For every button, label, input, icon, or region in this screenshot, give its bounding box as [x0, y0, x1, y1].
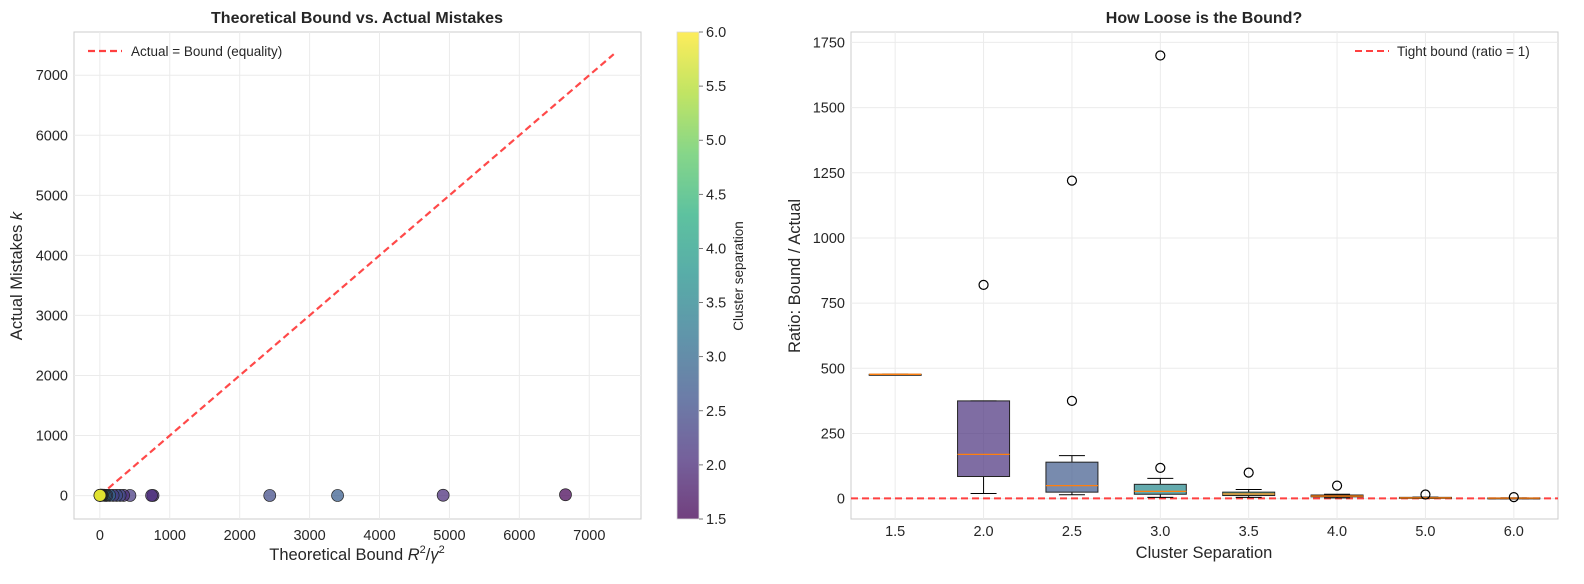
- box-body: [1133, 483, 1187, 495]
- box-outlier: [1066, 395, 1078, 406]
- scatter-x-tick-label: 5000: [433, 528, 465, 544]
- box-plot-area: [850, 31, 1559, 520]
- scatter-y-tick-label: 1000: [36, 429, 68, 445]
- box-outlier: [1066, 175, 1078, 186]
- box-y-tick-label: 750: [821, 296, 845, 312]
- scatter-tick-labels: 0 1000 2000 3000 4000 5000 6000 7000 0 1000 2000 30…: [36, 68, 606, 544]
- scatter-point: [93, 489, 107, 502]
- box-x-tick-label: 5.0: [1415, 524, 1435, 540]
- box-2-0: [957, 279, 1011, 494]
- scatter-x-tick-label: 4000: [363, 528, 395, 544]
- scatter-y-tick-label: 5000: [36, 188, 68, 204]
- box-x-tick-label: 2.0: [973, 524, 993, 540]
- box-legend-label: Tight bound (ratio = 1): [1397, 44, 1530, 59]
- box-y-axis-label: Ratio: Bound / Actual: [786, 199, 804, 353]
- scatter-point: [559, 488, 572, 502]
- colorbar-tick-label: 6.0: [706, 25, 726, 41]
- box-y-tick-label: 0: [837, 492, 845, 508]
- colorbar-tick-label: 4.5: [706, 187, 726, 203]
- box-legend: Tight bound (ratio = 1): [1355, 44, 1530, 59]
- scatter-x-tick-label: 2000: [224, 528, 256, 544]
- colorbar-tick-label: 3.5: [706, 296, 726, 312]
- box-outlier: [1331, 480, 1343, 491]
- box-3-0: [1133, 50, 1187, 498]
- scatter-legend: Actual = Bound (equality): [88, 44, 282, 59]
- box-3-5: [1222, 467, 1276, 498]
- box-outlier: [1155, 462, 1166, 474]
- colorbar-tick-label: 5.0: [706, 133, 726, 149]
- box-y-tick-label: 500: [821, 361, 845, 377]
- box-6-0: [1487, 492, 1541, 503]
- scatter-points: [93, 488, 572, 502]
- scatter-y-tick-label: 2000: [36, 368, 68, 384]
- box-title: How Loose is the Bound?: [1106, 10, 1302, 27]
- scatter-x-axis-label: Theoretical Bound R2/γ2: [269, 544, 445, 564]
- scatter-title: Theoretical Bound vs. Actual Mistakes: [211, 10, 503, 27]
- box-x-tick-label: 6.0: [1504, 524, 1524, 540]
- scatter-y-tick-label: 0: [60, 489, 68, 505]
- scatter-x-tick-label: 6000: [503, 528, 535, 544]
- scatter-point: [263, 489, 277, 502]
- scatter-y-axis-label: Actual Mistakes k: [8, 211, 26, 340]
- scatter-y-tick-label: 4000: [36, 248, 68, 264]
- box-y-tick-label: 1250: [813, 166, 845, 182]
- box-1-5: [868, 373, 922, 376]
- colorbar-label: Cluster separation: [731, 221, 746, 331]
- box-outlier: [1420, 489, 1431, 500]
- box-outlier: [1155, 50, 1166, 61]
- scatter-point: [331, 489, 344, 502]
- box-x-tick-label: 3.5: [1239, 524, 1259, 540]
- colorbar-tick-label: 2.5: [706, 404, 726, 420]
- scatter-x-tick-label: 7000: [573, 528, 605, 544]
- scatter-x-tick-label: 3000: [293, 528, 325, 544]
- box-outlier: [978, 279, 989, 290]
- box-5-0: [1398, 489, 1452, 500]
- colorbar-tick-label: 4.0: [706, 241, 726, 257]
- scatter-x-tick-label: 1000: [154, 528, 186, 544]
- equality-line: [99, 53, 615, 497]
- box-outlier: [1508, 492, 1519, 503]
- box-grid: [851, 32, 1558, 519]
- scatter-y-tick-label: 7000: [36, 68, 68, 84]
- colorbar-tick-label: 1.5: [706, 512, 726, 528]
- box-tick-labels: 0 250 500 750 1000 1250 1500 1750 1.5 2.0 2.5 3.0 3.…: [813, 35, 1524, 540]
- box-y-tick-label: 1000: [813, 231, 845, 247]
- box-4-0: [1310, 480, 1364, 499]
- box-body: [1045, 461, 1099, 493]
- box-x-tick-label: 3.0: [1150, 524, 1170, 540]
- scatter-y-tick-label: 6000: [36, 128, 68, 144]
- colorbar-tick-label: 3.0: [706, 350, 726, 366]
- box-body: [957, 400, 1011, 478]
- scatter-chart: 0 1000 2000 3000 4000 5000 6000 7000 0 1000 2000 30…: [8, 10, 642, 564]
- colorbar-gradient: [676, 31, 700, 520]
- box-x-axis-label: Cluster Separation: [1136, 544, 1273, 562]
- colorbar-tick-label: 5.5: [706, 79, 726, 95]
- box-chart: 0 250 500 750 1000 1250 1500 1750 1.5 2.0 2.5 3.0 3.…: [786, 10, 1559, 562]
- scatter-point: [145, 489, 158, 502]
- scatter-x-tick-label: 0: [96, 528, 104, 544]
- box-x-tick-label: 2.5: [1062, 524, 1082, 540]
- colorbar-ticks: 1.5 2.0 2.5 3.0 3.5 4.0 4.5 5.0 5.5 6.0: [699, 25, 726, 528]
- box-y-tick-label: 250: [821, 426, 845, 442]
- scatter-y-tick-label: 3000: [36, 308, 68, 324]
- colorbar-tick-label: 2.0: [706, 458, 726, 474]
- colorbar: 1.5 2.0 2.5 3.0 3.5 4.0 4.5 5.0 5.5 6.0 Cluster s…: [676, 25, 746, 528]
- box-series: [868, 50, 1541, 503]
- box-x-tick-label: 1.5: [885, 524, 905, 540]
- box-outlier: [1243, 467, 1254, 478]
- box-2-5: [1045, 175, 1099, 496]
- scatter-legend-label: Actual = Bound (equality): [131, 44, 282, 59]
- box-y-tick-label: 1500: [813, 101, 845, 117]
- box-y-tick-label: 1750: [813, 35, 845, 51]
- scatter-point: [436, 488, 450, 502]
- box-x-tick-label: 4.0: [1327, 524, 1347, 540]
